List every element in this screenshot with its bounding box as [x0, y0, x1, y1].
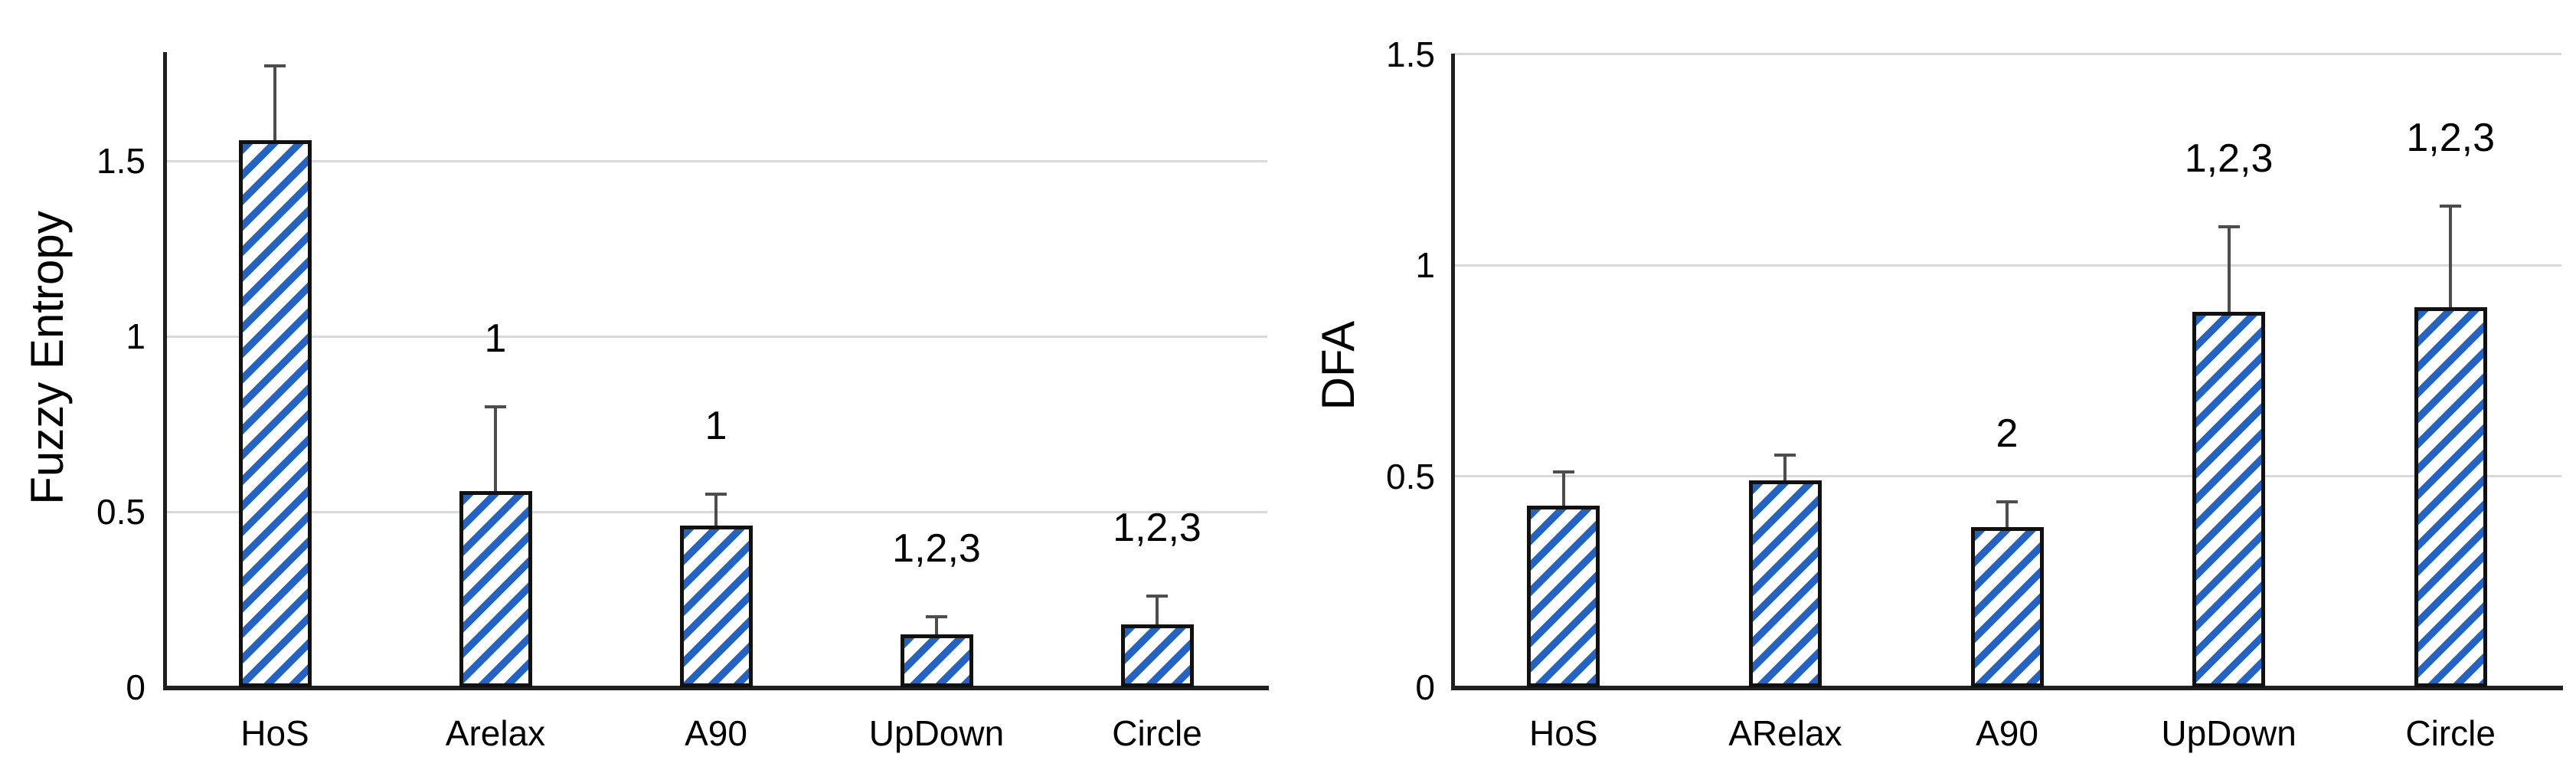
gridline	[165, 335, 1267, 338]
gridline	[1453, 475, 2561, 477]
x-tick-label: Arelax	[445, 713, 546, 753]
error-bar	[714, 494, 718, 526]
y-tick-label: 1.5	[96, 141, 145, 181]
y-tick-label: 1.5	[1386, 34, 1435, 74]
bar-arelax	[1748, 480, 1822, 687]
error-bar-cap	[2440, 204, 2462, 208]
x-tick-label: Circle	[2405, 713, 2496, 753]
bar-circle	[1120, 624, 1194, 687]
error-bar-cap	[264, 64, 286, 68]
y-axis-line	[163, 52, 167, 690]
error-bar	[2449, 205, 2453, 308]
y-axis-title: DFA	[1313, 320, 1364, 411]
significance-annotation: 1	[484, 316, 507, 361]
x-tick-label: A90	[685, 713, 747, 753]
significance-annotation: 1,2,3	[2406, 115, 2496, 160]
error-bar	[1561, 471, 1565, 506]
y-tick-label: 0	[126, 667, 145, 707]
x-axis-line	[163, 686, 1269, 690]
error-bar-cap	[1996, 500, 2018, 503]
gridline	[1453, 53, 2561, 55]
y-axis-line	[1451, 54, 1455, 690]
significance-annotation: 1,2,3	[2184, 136, 2274, 182]
y-tick-label: 1	[1415, 245, 1435, 285]
error-bar	[1156, 595, 1159, 624]
bar-hos	[1527, 506, 1600, 687]
x-tick-label: A90	[1976, 713, 2038, 753]
error-bar	[935, 617, 938, 635]
error-bar	[2006, 501, 2009, 527]
error-bar-cap	[1146, 594, 1168, 598]
y-tick-label: 0.5	[1386, 456, 1435, 496]
bar-hos	[238, 139, 312, 687]
error-bar	[2227, 227, 2231, 312]
significance-annotation: 1,2,3	[1113, 505, 1201, 550]
gridline	[165, 159, 1267, 162]
bar-a90	[679, 526, 753, 687]
x-tick-label: HoS	[240, 713, 309, 753]
error-bar-cap	[926, 615, 947, 619]
error-bar-cap	[485, 405, 506, 408]
x-tick-label: HoS	[1529, 713, 1598, 753]
significance-annotation: 2	[1996, 411, 2019, 456]
error-bar-cap	[705, 493, 727, 496]
bar-a90	[1970, 526, 2044, 687]
bar-updown	[2192, 311, 2266, 687]
x-axis-line	[1451, 686, 2563, 690]
bar-updown	[900, 634, 973, 687]
error-bar-cap	[1774, 453, 1796, 457]
bar-circle	[2414, 307, 2487, 687]
significance-annotation: 1	[704, 404, 727, 449]
y-tick-label: 0	[1415, 667, 1435, 707]
x-tick-label: UpDown	[2161, 713, 2296, 753]
x-tick-label: UpDown	[868, 713, 1005, 753]
x-tick-label: ARelax	[1728, 713, 1842, 753]
bar-arelax	[459, 490, 532, 687]
error-bar	[1783, 454, 1787, 480]
y-tick-label: 0.5	[96, 492, 145, 532]
y-tick-label: 1	[126, 316, 145, 356]
error-bar	[273, 66, 276, 140]
gridline	[1453, 264, 2561, 267]
significance-annotation: 1,2,3	[892, 526, 981, 572]
error-bar-cap	[1552, 470, 1574, 473]
error-bar-cap	[2218, 225, 2240, 229]
error-bar	[494, 406, 497, 491]
x-tick-label: Circle	[1112, 713, 1202, 753]
